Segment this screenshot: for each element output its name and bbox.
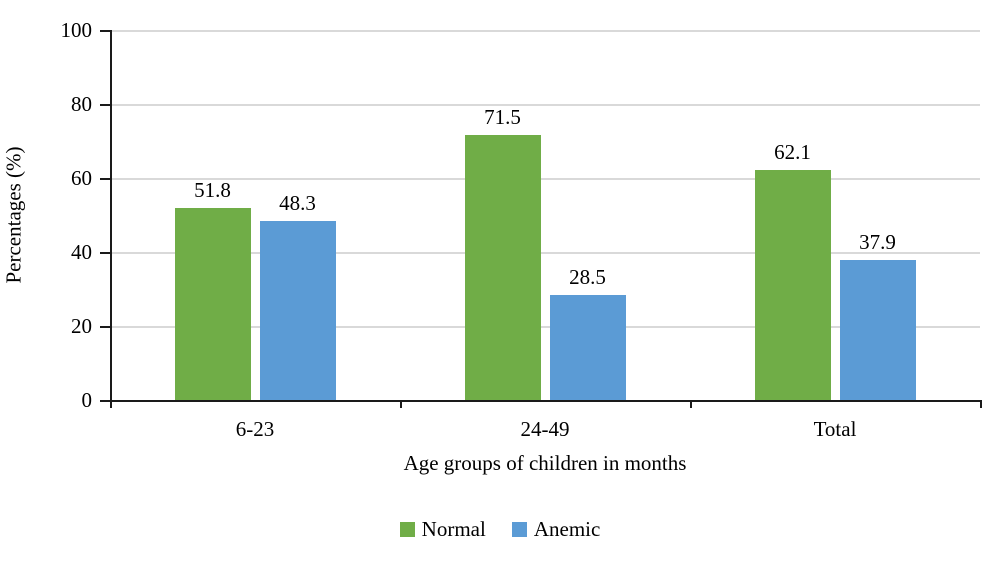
- legend-label-anemic: Anemic: [533, 517, 601, 541]
- legend: Normal Anemic: [0, 517, 1000, 541]
- bar-value-label-normal-Total: 62.1: [774, 140, 811, 165]
- y-tick-label-60: 60: [71, 166, 92, 190]
- bar-normal-Total: [754, 170, 831, 400]
- gridline-100: [110, 30, 980, 32]
- x-category-label-24-49: 24-49: [520, 417, 570, 441]
- y-tick-40: [100, 252, 110, 254]
- y-axis-line: [110, 30, 112, 408]
- x-category-label-6-23: 6-23: [235, 417, 275, 441]
- bar-value-label-normal-24-49: 71.5: [484, 105, 521, 130]
- y-tick-label-40: 40: [71, 240, 92, 264]
- gridline-80: [110, 104, 980, 106]
- y-tick-label-20: 20: [71, 314, 92, 338]
- bar-value-label-normal-6-23: 51.8: [194, 178, 231, 203]
- x-axis-line: [110, 400, 981, 402]
- gridline-60: [110, 178, 980, 180]
- bar-value-label-anemic-6-23: 48.3: [279, 191, 316, 216]
- legend-swatch-normal: [399, 521, 415, 537]
- bar-anemic-24-49: [549, 294, 626, 400]
- y-tick-label-0: 0: [81, 388, 93, 412]
- bar-normal-24-49: [464, 135, 541, 400]
- x-axis-tick-3: [980, 400, 982, 408]
- gridline-40: [110, 252, 980, 254]
- bar-value-label-anemic-24-49: 28.5: [569, 264, 606, 289]
- gridline-20: [110, 326, 980, 328]
- bar-value-label-anemic-Total: 37.9: [859, 229, 896, 254]
- y-tick-60: [100, 178, 110, 180]
- y-tick-label-80: 80: [71, 92, 92, 116]
- y-tick-80: [100, 104, 110, 106]
- legend-item-normal: Normal: [399, 517, 486, 541]
- bar-normal-6-23: [174, 208, 251, 400]
- y-tick-100: [100, 30, 110, 32]
- legend-swatch-anemic: [511, 521, 527, 537]
- legend-item-anemic: Anemic: [511, 517, 601, 541]
- x-axis-tick-2: [690, 400, 692, 408]
- x-axis-tick-1: [400, 400, 402, 408]
- legend-label-normal: Normal: [421, 517, 486, 541]
- x-category-label-Total: Total: [813, 417, 857, 441]
- bar-anemic-Total: [839, 259, 916, 400]
- bar-anemic-6-23: [259, 221, 336, 400]
- y-axis-title: Percentages (%): [1, 146, 26, 284]
- x-axis-tick-0: [110, 400, 112, 408]
- y-tick-0: [100, 400, 110, 402]
- x-axis-title: Age groups of children in months: [403, 451, 687, 475]
- plot-area: 51.8 48.3 71.5 28.5 62.1 37.9: [110, 30, 980, 400]
- y-tick-20: [100, 326, 110, 328]
- y-tick-label-100: 100: [60, 18, 93, 42]
